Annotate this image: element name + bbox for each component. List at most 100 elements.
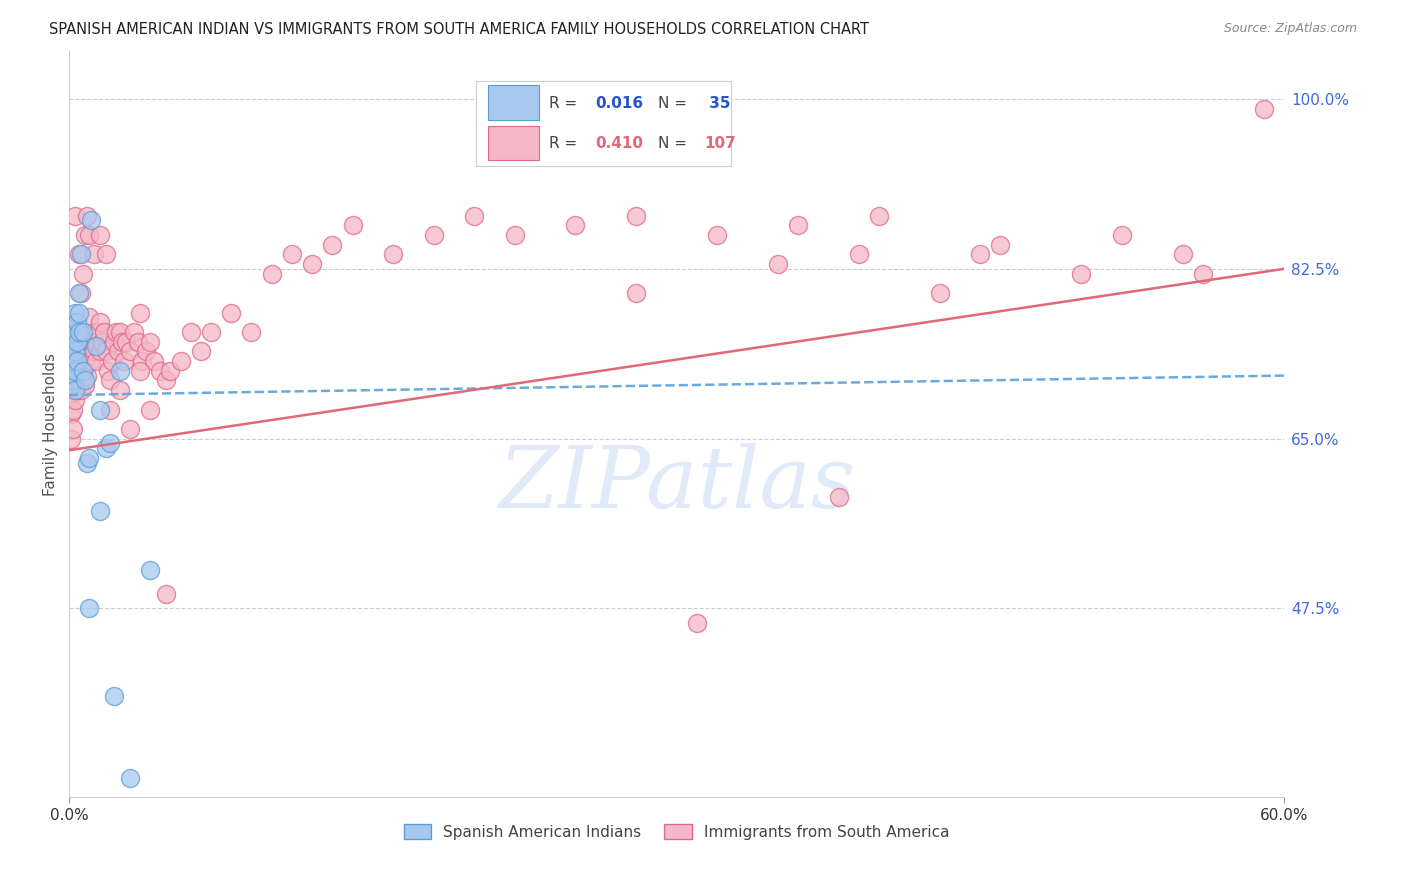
Point [281,247,304,261]
Text: Source: ZipAtlas.com: Source: ZipAtlas.com [1223,22,1357,36]
FancyBboxPatch shape [488,126,540,160]
Point [624,286,647,301]
Point [108,383,131,397]
Point [62,354,84,368]
Point [72,344,94,359]
Point [103,689,125,703]
Point [180,325,202,339]
Point [79,601,101,615]
FancyBboxPatch shape [488,86,540,120]
Point [66,364,89,378]
Point [79,310,101,325]
Point [86,325,108,339]
Point [76,456,98,470]
Point [342,219,364,233]
Point [89,227,111,242]
Point [135,344,157,359]
Legend: Spanish American Indians, Immigrants from South America: Spanish American Indians, Immigrants fro… [398,818,956,846]
Point [131,354,153,368]
Point [111,334,134,349]
Point [62,373,84,387]
Point [127,334,149,349]
Point [89,402,111,417]
Text: SPANISH AMERICAN INDIAN VS IMMIGRANTS FROM SOUTH AMERICA FAMILY HOUSEHOLDS CORRE: SPANISH AMERICAN INDIAN VS IMMIGRANTS FR… [49,22,869,37]
FancyBboxPatch shape [477,80,731,167]
Point [89,344,111,359]
Point [67,247,90,261]
Point [83,344,105,359]
Point [62,422,84,436]
Point [67,354,90,368]
Point [107,344,129,359]
Point [84,339,107,353]
Point [79,330,101,344]
Point [75,373,97,387]
Point [169,354,191,368]
Point [67,286,90,301]
Point [67,373,90,387]
Point [65,325,87,339]
Point [1253,102,1275,116]
Point [89,504,111,518]
Point [70,286,93,301]
Text: 0.410: 0.410 [595,136,643,151]
Point [1070,267,1092,281]
Point [72,364,94,378]
Point [155,373,177,387]
Point [80,334,103,349]
Point [463,209,485,223]
Point [1111,227,1133,242]
Point [70,364,93,378]
Text: R =: R = [548,136,578,151]
Point [62,402,84,417]
Point [65,354,87,368]
Point [624,209,647,223]
Point [422,227,444,242]
Point [72,267,94,281]
Point [67,305,90,319]
Point [129,305,152,319]
Text: N =: N = [658,136,688,151]
Point [60,359,83,373]
Point [94,247,117,261]
Point [118,422,141,436]
Point [75,378,97,392]
Point [84,334,107,349]
Point [321,237,343,252]
Point [503,227,526,242]
Point [79,227,101,242]
Point [98,402,121,417]
Point [84,354,107,368]
Point [108,325,131,339]
Point [75,227,97,242]
Point [118,344,141,359]
Point [139,334,162,349]
Point [94,344,117,359]
Point [65,392,87,407]
Point [766,257,789,271]
Point [66,315,89,329]
Text: ZIPatlas: ZIPatlas [498,442,855,525]
Point [990,237,1012,252]
Point [94,442,117,456]
Point [70,383,93,397]
Point [200,325,222,339]
Point [118,771,141,785]
Point [382,247,405,261]
Point [90,334,112,349]
Point [219,305,242,319]
Point [1171,247,1194,261]
Point [301,257,323,271]
Point [260,267,283,281]
Point [827,490,849,504]
Point [66,325,89,339]
Point [67,334,90,349]
Text: 0.016: 0.016 [595,95,644,111]
Text: 35: 35 [704,95,731,111]
Point [65,364,87,378]
Point [100,354,122,368]
Point [122,325,145,339]
Point [62,334,84,349]
Point [60,378,83,392]
Point [143,354,166,368]
